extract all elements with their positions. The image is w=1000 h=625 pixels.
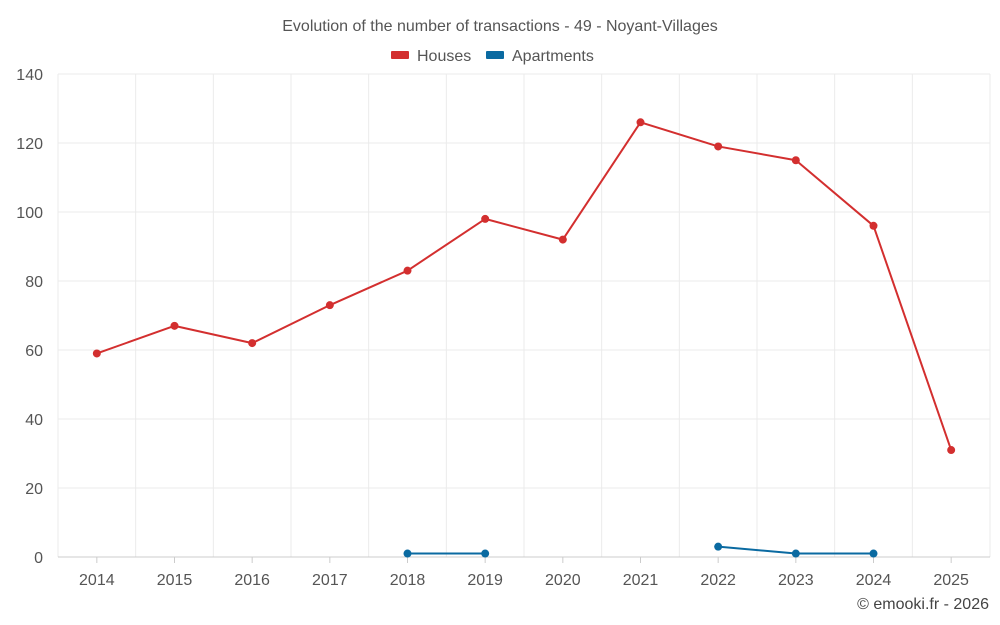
data-point-houses[interactable] (403, 266, 412, 275)
data-point-houses[interactable] (248, 339, 257, 348)
x-tick-label: 2025 (933, 572, 969, 589)
x-tick-label: 2019 (467, 572, 503, 589)
data-point-apartments[interactable] (714, 542, 723, 551)
data-point-houses[interactable] (92, 349, 101, 358)
y-tick-label: 140 (16, 67, 43, 84)
x-tick-label: 2024 (856, 572, 892, 589)
data-point-houses[interactable] (714, 142, 723, 151)
x-tick-label: 2014 (79, 572, 115, 589)
series-apartments (403, 542, 878, 558)
data-point-houses[interactable] (869, 221, 878, 230)
chart-title: Evolution of the number of transactions … (282, 18, 718, 35)
legend-label-apartments[interactable]: Apartments (512, 48, 594, 65)
legend-label-houses[interactable]: Houses (417, 48, 471, 65)
data-point-apartments[interactable] (791, 549, 800, 558)
grid (57, 73, 991, 557)
data-point-apartments[interactable] (403, 549, 412, 558)
data-point-houses[interactable] (481, 214, 490, 223)
data-point-houses[interactable] (170, 321, 179, 330)
y-tick-label: 40 (25, 412, 43, 429)
credit-text: © emooki.fr - 2026 (857, 596, 989, 613)
data-point-houses[interactable] (947, 446, 956, 455)
x-tick-label: 2020 (545, 572, 581, 589)
data-point-houses[interactable] (558, 235, 567, 244)
series-layer (92, 118, 956, 558)
data-point-apartments[interactable] (481, 549, 490, 558)
data-point-apartments[interactable] (869, 549, 878, 558)
y-tick-label: 100 (16, 205, 43, 222)
x-tick-label: 2018 (390, 572, 426, 589)
y-tick-label: 0 (34, 550, 43, 567)
x-tick-label: 2021 (623, 572, 659, 589)
x-tick-label: 2023 (778, 572, 814, 589)
y-tick-label: 60 (25, 343, 43, 360)
y-axis: 0 20 40 60 80 100 120 140 (16, 67, 43, 567)
legend-swatch-houses (391, 51, 409, 59)
x-tick-label: 2016 (234, 572, 270, 589)
y-tick-label: 20 (25, 481, 43, 498)
x-tick-label: 2017 (312, 572, 348, 589)
data-point-houses[interactable] (791, 156, 800, 165)
data-point-houses[interactable] (325, 301, 334, 310)
series-houses (92, 118, 956, 455)
data-point-houses[interactable] (636, 118, 645, 127)
y-tick-label: 120 (16, 136, 43, 153)
x-tick-label: 2022 (700, 572, 736, 589)
legend-swatch-apartments (486, 51, 504, 59)
x-axis: 2014 2015 2016 2017 2018 2019 2020 2021 2022 2023… (58, 556, 990, 589)
series-line-houses (95, 121, 953, 452)
legend: Houses Apartments (391, 48, 594, 65)
x-tick-label: 2015 (157, 572, 193, 589)
y-tick-label: 80 (25, 274, 43, 291)
